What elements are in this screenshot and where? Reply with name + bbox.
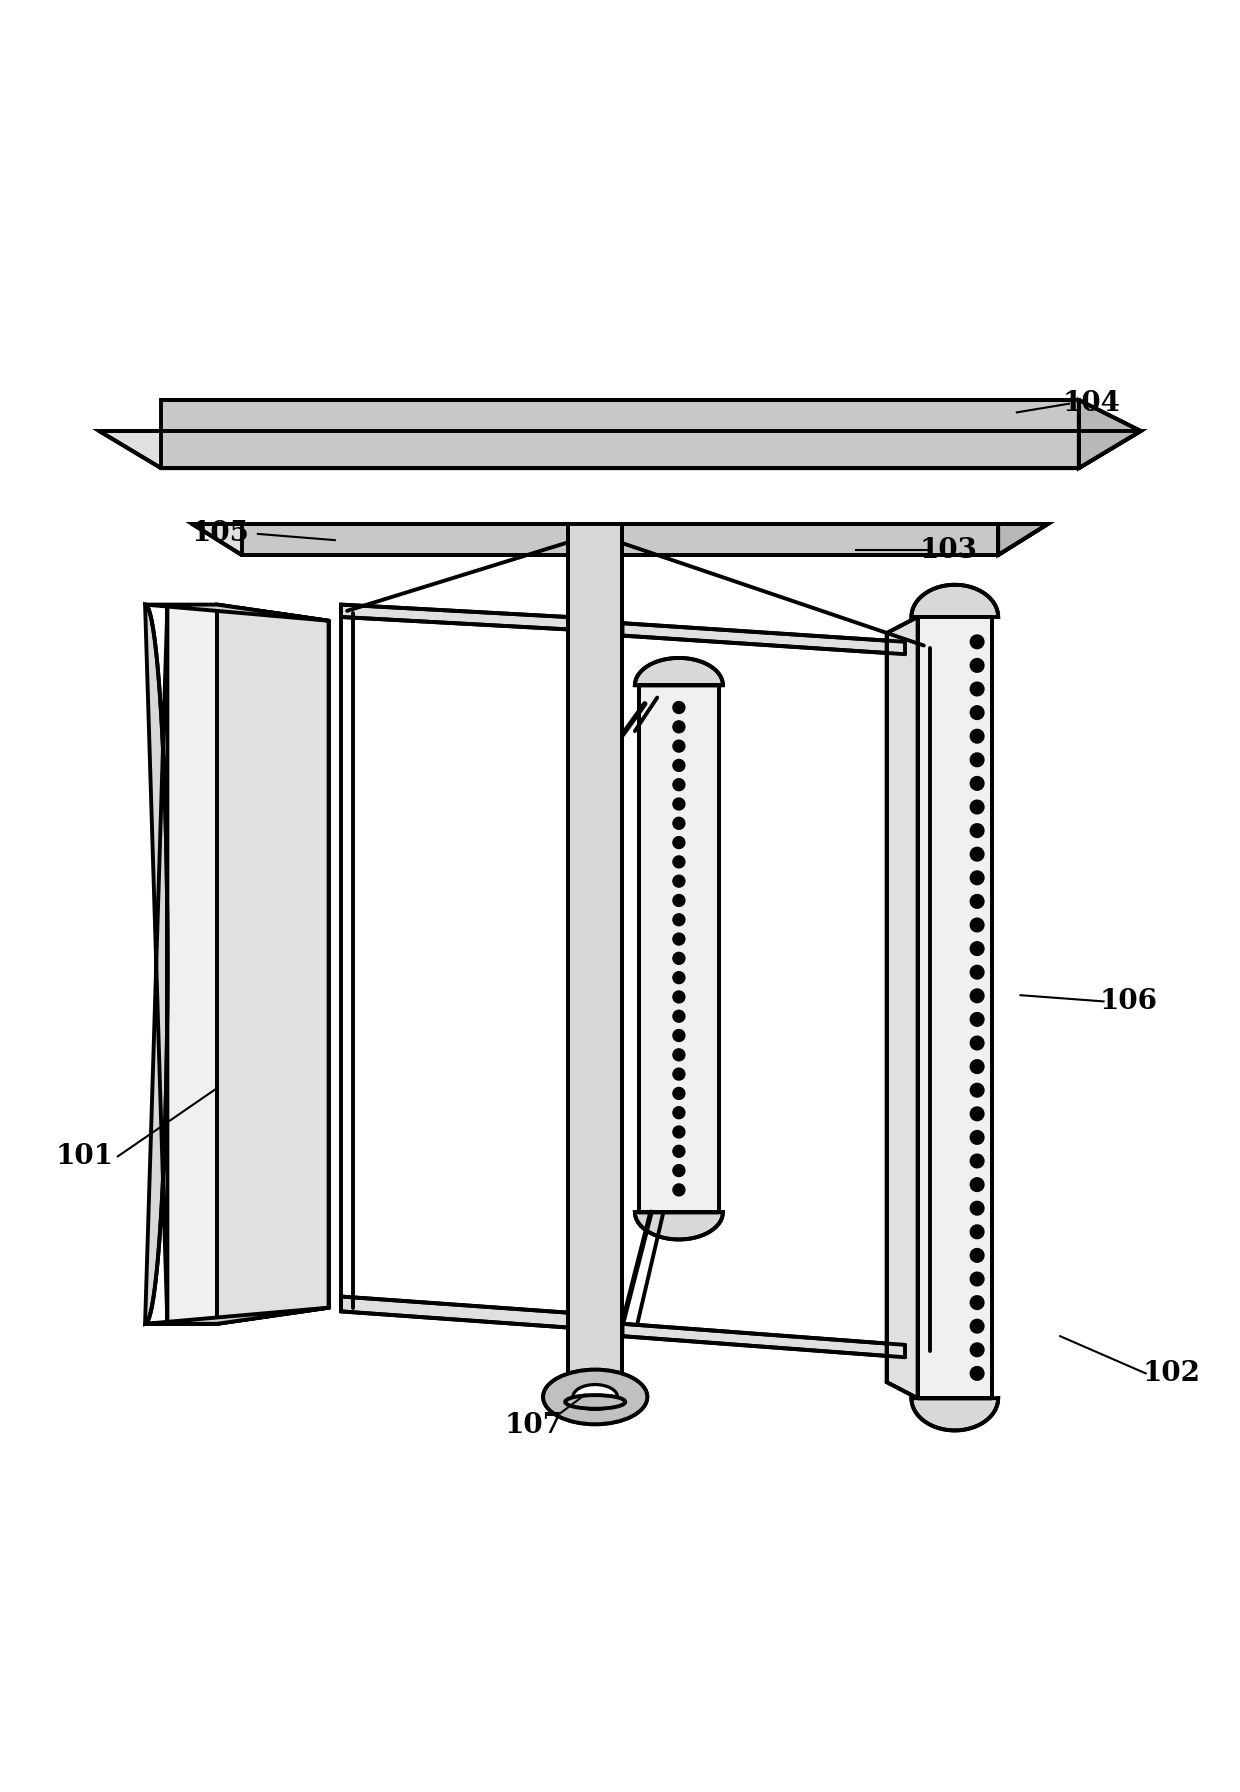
Circle shape — [970, 634, 985, 649]
Circle shape — [970, 848, 985, 860]
Polygon shape — [911, 1398, 998, 1430]
Circle shape — [970, 1342, 985, 1357]
Polygon shape — [639, 685, 719, 1211]
Text: 102: 102 — [1143, 1360, 1200, 1387]
Circle shape — [970, 659, 985, 672]
Circle shape — [673, 1068, 684, 1081]
Polygon shape — [568, 523, 622, 1398]
Circle shape — [673, 817, 684, 830]
Circle shape — [970, 1296, 985, 1310]
Circle shape — [970, 943, 985, 955]
Polygon shape — [217, 604, 329, 1324]
Circle shape — [673, 1048, 684, 1061]
Circle shape — [673, 971, 684, 984]
Circle shape — [673, 1185, 684, 1195]
Text: 105: 105 — [192, 520, 249, 547]
Circle shape — [970, 1367, 985, 1380]
Circle shape — [970, 1084, 985, 1097]
Ellipse shape — [565, 1396, 625, 1409]
Circle shape — [673, 934, 684, 944]
Circle shape — [673, 1030, 684, 1041]
Polygon shape — [99, 432, 1141, 468]
Circle shape — [673, 874, 684, 887]
Polygon shape — [145, 604, 329, 620]
Circle shape — [673, 1165, 684, 1177]
Circle shape — [673, 720, 684, 733]
Circle shape — [970, 1249, 985, 1262]
Circle shape — [970, 1154, 985, 1168]
Circle shape — [970, 1201, 985, 1215]
Polygon shape — [911, 584, 998, 616]
Polygon shape — [341, 1297, 568, 1328]
Circle shape — [970, 824, 985, 837]
Polygon shape — [887, 616, 918, 1398]
Circle shape — [673, 837, 684, 849]
Polygon shape — [1079, 400, 1141, 468]
Circle shape — [673, 701, 684, 713]
Circle shape — [673, 740, 684, 753]
Circle shape — [970, 989, 985, 1002]
Polygon shape — [635, 658, 723, 685]
Polygon shape — [167, 604, 217, 1324]
Circle shape — [970, 1226, 985, 1238]
Circle shape — [970, 966, 985, 978]
Circle shape — [673, 760, 684, 771]
Circle shape — [970, 894, 985, 909]
Ellipse shape — [573, 1385, 618, 1409]
Text: 106: 106 — [1100, 987, 1157, 1014]
Text: 107: 107 — [505, 1412, 562, 1439]
Polygon shape — [918, 616, 992, 1398]
Polygon shape — [998, 523, 1048, 556]
Polygon shape — [145, 1308, 329, 1324]
Ellipse shape — [543, 1369, 647, 1425]
Circle shape — [970, 729, 985, 744]
Circle shape — [970, 706, 985, 719]
Polygon shape — [192, 523, 1048, 556]
Ellipse shape — [543, 1369, 647, 1425]
Circle shape — [970, 753, 985, 767]
Circle shape — [673, 857, 684, 867]
Polygon shape — [622, 624, 905, 654]
Circle shape — [970, 1319, 985, 1333]
Circle shape — [673, 914, 684, 926]
Circle shape — [970, 1012, 985, 1027]
Circle shape — [970, 1131, 985, 1145]
Circle shape — [673, 1088, 684, 1098]
Circle shape — [673, 991, 684, 1004]
Polygon shape — [145, 604, 167, 1324]
Text: 104: 104 — [1063, 391, 1120, 418]
Circle shape — [673, 1125, 684, 1138]
Circle shape — [970, 871, 985, 885]
Circle shape — [970, 918, 985, 932]
Text: 101: 101 — [56, 1143, 113, 1170]
Circle shape — [673, 1145, 684, 1158]
Circle shape — [673, 780, 684, 790]
Circle shape — [673, 797, 684, 810]
Text: 103: 103 — [920, 536, 977, 563]
Circle shape — [970, 776, 985, 790]
Circle shape — [673, 952, 684, 964]
Circle shape — [970, 1272, 985, 1287]
Circle shape — [673, 1107, 684, 1118]
Polygon shape — [242, 523, 998, 556]
Circle shape — [970, 801, 985, 814]
Circle shape — [970, 1177, 985, 1192]
Circle shape — [970, 1059, 985, 1073]
Polygon shape — [635, 1211, 723, 1240]
Polygon shape — [161, 400, 1079, 468]
Ellipse shape — [573, 1385, 618, 1409]
Polygon shape — [568, 523, 622, 1401]
Circle shape — [673, 894, 684, 907]
Circle shape — [970, 1036, 985, 1050]
Polygon shape — [341, 604, 568, 629]
Circle shape — [970, 1107, 985, 1120]
Circle shape — [970, 683, 985, 695]
Polygon shape — [622, 1324, 905, 1357]
Circle shape — [673, 1011, 684, 1021]
